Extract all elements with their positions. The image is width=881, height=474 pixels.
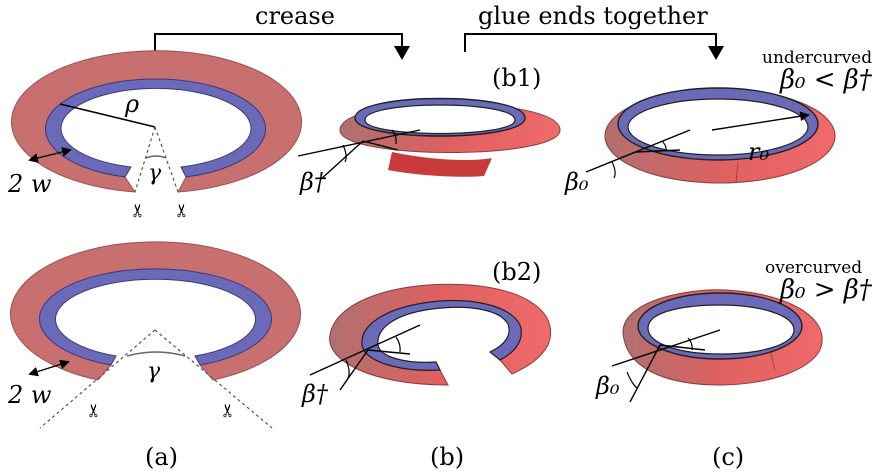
undercurved-label: undercurved [762, 48, 872, 68]
width-arrow-top [28, 147, 72, 163]
radius-arrow [711, 111, 810, 131]
gamma-label-top: γ [148, 161, 162, 186]
panel-a-caption: (a) [145, 443, 178, 471]
two-w-label-top: 2 w [7, 170, 52, 198]
closed-ring-overcurved [611, 289, 823, 403]
annulus-bottom [10, 241, 301, 429]
two-w-label-bottom: 2 w [7, 381, 52, 409]
creased-ring-b1 [297, 97, 561, 181]
creased-ring-b2 [309, 283, 552, 391]
scissors-icon: ✂ [84, 403, 105, 418]
scissors-icon: ✂ [128, 203, 149, 218]
glue-label: glue ends together [478, 2, 708, 30]
rho-label: ρ [124, 90, 139, 118]
width-arrow-bottom [28, 359, 70, 377]
crease-label: crease [255, 2, 335, 30]
closed-ring-undercurved [585, 87, 836, 184]
panel-c-caption: (c) [712, 443, 744, 471]
condition-under: β₀ < β† [779, 65, 873, 95]
r0-label: r₀ [748, 138, 769, 166]
condition-over: β₀ > β† [779, 275, 873, 305]
b2-label: (b2) [492, 258, 541, 286]
crease-arrow [154, 33, 410, 60]
rho-line [59, 103, 156, 128]
beta-dagger-label-b2: β† [301, 380, 329, 408]
beta-0-label-bottom: β₀ [595, 372, 620, 400]
b1-label: (b1) [492, 64, 541, 92]
beta-dagger-label-b1: β† [299, 168, 327, 196]
overcurved-label: overcurved [765, 258, 862, 278]
gamma-label-bottom: γ [147, 359, 161, 384]
annulus-top [11, 50, 302, 193]
glue-arrow [464, 33, 724, 60]
scissors-icon: ✂ [172, 203, 193, 218]
panel-b-caption: (b) [430, 443, 464, 471]
beta-0-label-top: β₀ [564, 168, 589, 196]
scissors-icon: ✂ [218, 403, 239, 418]
